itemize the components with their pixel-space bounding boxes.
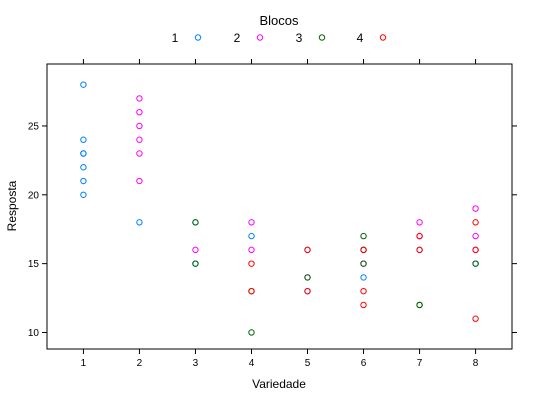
y-tick-label: 15: [28, 259, 40, 270]
legend-label: 4: [357, 31, 364, 45]
legend: 1 2 3 4: [172, 31, 387, 45]
data-point-series-1: [80, 136, 87, 143]
legend-label: 1: [172, 31, 179, 45]
x-tick-label: 7: [417, 358, 423, 369]
data-point-series-1: [80, 150, 87, 157]
data-point-series-2: [192, 246, 199, 254]
x-tick-label: 4: [249, 358, 255, 369]
legend-title: Blocos: [259, 13, 299, 28]
legend-marker-3: [318, 34, 326, 41]
legend-label: 3: [296, 31, 303, 45]
legend-marker-1: [194, 34, 202, 41]
y-tick-label: 10: [28, 328, 40, 339]
x-tick-label: 6: [361, 358, 367, 369]
data-point-series-4: [360, 301, 367, 309]
data-point-series-3: [192, 260, 199, 267]
y-axis-label: Resposta: [5, 180, 19, 231]
data-point-series-3: [416, 301, 423, 309]
data-point-series-1: [360, 274, 367, 281]
x-tick-label: 5: [305, 358, 311, 369]
legend-marker-4: [379, 34, 387, 41]
data-point-series-1: [80, 81, 87, 88]
data-point-series-1: [136, 219, 143, 226]
data-point-series-2: [136, 122, 143, 130]
data-point-series-3: [360, 260, 367, 267]
x-tick-label: 8: [473, 358, 479, 369]
data-point-series-4: [416, 232, 423, 240]
data-point-series-4: [472, 315, 479, 322]
data-point-series-4: [304, 246, 311, 254]
data-point-series-1: [248, 232, 255, 240]
x-tick-label: 1: [81, 358, 87, 369]
data-point-series-4: [248, 287, 255, 295]
data-point-series-4: [304, 287, 311, 295]
data-point-series-3: [304, 274, 311, 281]
legend-label: 2: [234, 31, 241, 45]
data-point-series-4: [472, 219, 479, 226]
data-point-series-4: [472, 246, 479, 254]
data-point-series-2: [136, 108, 143, 116]
data-point-series-2: [472, 205, 479, 212]
data-point-series-2: [136, 150, 143, 157]
x-axis-label: Variedade: [252, 377, 306, 391]
data-point-series-1: [80, 164, 87, 171]
data-point-series-3: [192, 219, 199, 226]
data-point-series-4: [360, 246, 367, 254]
data-point-series-4: [248, 260, 255, 267]
y-tick-label: 25: [28, 121, 40, 132]
data-point-series-2: [248, 219, 255, 226]
data-point-series-2: [248, 246, 255, 254]
data-point-series-4: [416, 246, 423, 254]
data-point-series-2: [472, 232, 479, 240]
data-points: [80, 81, 479, 336]
data-point-series-3: [360, 232, 367, 240]
data-point-series-2: [136, 136, 143, 143]
x-tick-label: 3: [193, 358, 199, 369]
plot-frame: [46, 63, 513, 350]
axes: 1 2 3 4 5 6 7 8 10 15 20 25: [28, 59, 517, 369]
data-point-series-3: [472, 260, 479, 267]
y-tick-label: 20: [28, 190, 40, 201]
data-point-series-2: [136, 177, 143, 185]
legend-marker-2: [256, 34, 264, 41]
data-point-series-3: [248, 329, 255, 336]
data-point-series-2: [136, 95, 143, 102]
data-point-series-1: [80, 191, 87, 198]
data-point-series-1: [80, 177, 87, 185]
data-point-series-4: [360, 287, 367, 295]
x-tick-label: 2: [137, 358, 143, 369]
data-point-series-2: [416, 219, 423, 226]
